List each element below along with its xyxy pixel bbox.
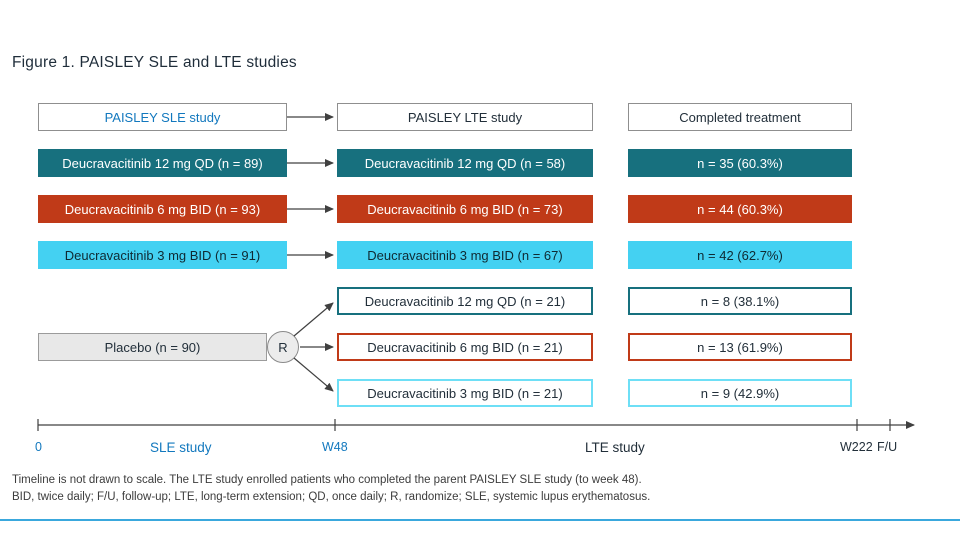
placebo-box: Placebo (n = 90) [38,333,267,361]
sle-arm-12mg-qd: Deucravacitinib 12 mg QD (n = 89) [38,149,287,177]
completed-placebo-3mg-bid: n = 9 (42.9%) [628,379,852,407]
figure-title: Figure 1. PAISLEY SLE and LTE studies [12,54,297,71]
lte-arm-placebo-3mg-bid: Deucravacitinib 3 mg BID (n = 21) [337,379,593,407]
sle-arm-6mg-bid: Deucravacitinib 6 mg BID (n = 93) [38,195,287,223]
lte-arm-placebo-12mg-qd: Deucravacitinib 12 mg QD (n = 21) [337,287,593,315]
footnote-line-1: Timeline is not drawn to scale. The LTE … [12,474,642,486]
lte-arm-3mg-bid: Deucravacitinib 3 mg BID (n = 67) [337,241,593,269]
timeline-sle-study-label: SLE study [150,440,212,455]
timeline-lte-study-label: LTE study [585,440,645,455]
completed-3mg-bid: n = 42 (62.7%) [628,241,852,269]
lte-study-header: PAISLEY LTE study [337,103,593,131]
timeline-w48-label: W48 [322,440,348,454]
lte-arm-placebo-6mg-bid: Deucravacitinib 6 mg BID (n = 21) [337,333,593,361]
completed-placebo-12mg-qd: n = 8 (38.1%) [628,287,852,315]
completed-12mg-qd: n = 35 (60.3%) [628,149,852,177]
completed-treatment-header: Completed treatment [628,103,852,131]
randomize-circle: R [267,331,299,363]
timeline-w222-label: W222 [840,440,873,454]
lte-arm-6mg-bid: Deucravacitinib 6 mg BID (n = 73) [337,195,593,223]
sle-arm-3mg-bid: Deucravacitinib 3 mg BID (n = 91) [38,241,287,269]
completed-6mg-bid: n = 44 (60.3%) [628,195,852,223]
completed-placebo-6mg-bid: n = 13 (61.9%) [628,333,852,361]
footnote-line-2: BID, twice daily; F/U, follow-up; LTE, l… [12,491,651,503]
timeline-tick-0: 0 [35,440,42,454]
sle-study-header: PAISLEY SLE study [38,103,287,131]
lte-arm-12mg-qd: Deucravacitinib 12 mg QD (n = 58) [337,149,593,177]
bottom-accent-line [0,519,960,521]
timeline-fu-label: F/U [877,440,898,454]
